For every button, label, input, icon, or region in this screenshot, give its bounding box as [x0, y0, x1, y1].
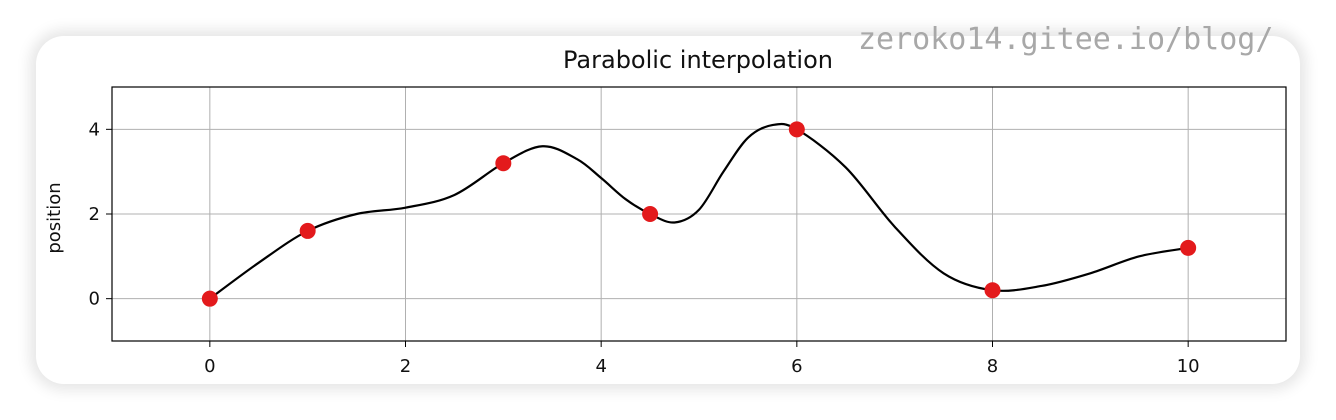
x-tick-label: 8 — [987, 356, 998, 377]
y-axis-ticks: 0 2 4 — [89, 119, 112, 310]
data-point — [495, 155, 512, 172]
y-tick-label: 2 — [89, 204, 100, 225]
x-tick-label: 4 — [595, 356, 606, 377]
interpolation-curve — [209, 122, 1189, 300]
data-point — [788, 121, 805, 138]
data-point — [1180, 239, 1197, 256]
data-point — [201, 290, 218, 307]
data-point — [299, 222, 316, 239]
x-tick-label: 10 — [1177, 356, 1200, 377]
x-tick-label: 2 — [400, 356, 411, 377]
y-axis-label: position — [44, 182, 65, 253]
y-tick-label: 0 — [89, 289, 100, 310]
data-points — [201, 121, 1197, 307]
y-tick-label: 4 — [89, 119, 100, 140]
x-tick-label: 0 — [204, 356, 215, 377]
data-point — [984, 282, 1001, 299]
grid-lines — [112, 87, 1286, 341]
x-tick-label: 6 — [791, 356, 802, 377]
chart-title: Parabolic interpolation — [563, 46, 833, 74]
watermark-text: zeroko14.gitee.io/blog/ — [858, 22, 1274, 57]
chart-card — [36, 36, 1300, 384]
data-point — [642, 206, 659, 222]
x-axis-ticks: 0 2 4 6 8 10 — [204, 341, 1200, 377]
